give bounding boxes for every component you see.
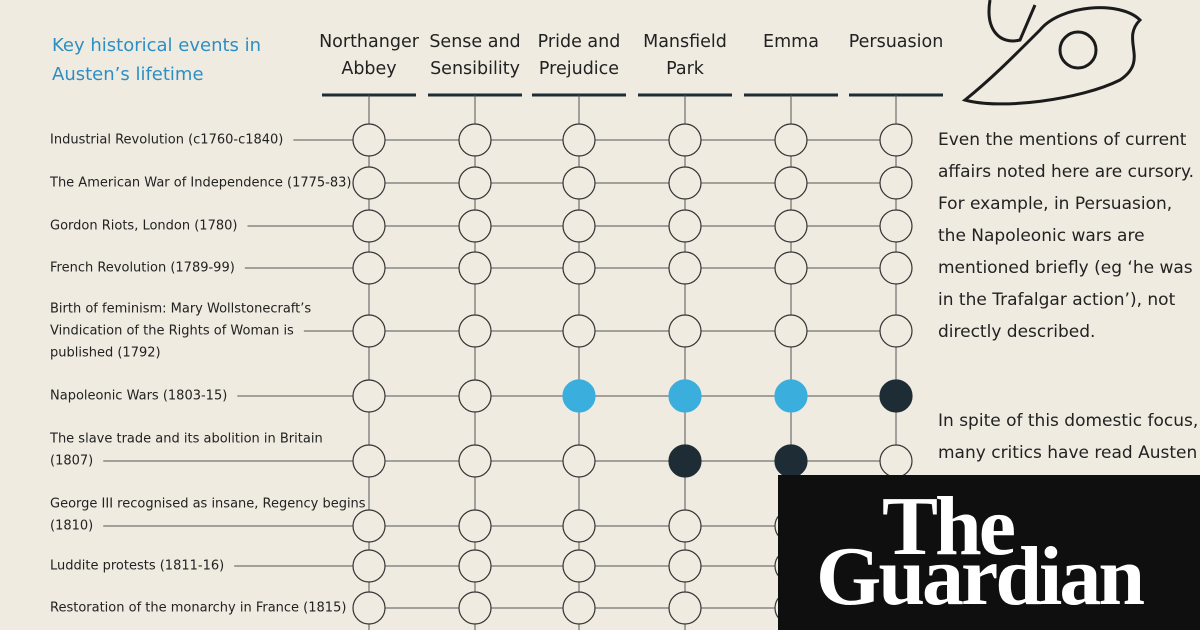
event-circle: [352, 591, 386, 625]
event-circle: [879, 209, 913, 243]
event-circle: [352, 166, 386, 200]
note-text: directly described.: [938, 322, 1095, 342]
event-label: (1810): [50, 519, 93, 534]
illustration: [961, 0, 1143, 106]
note-text: In spite of this domestic focus,: [938, 411, 1198, 431]
event-circle: [774, 444, 808, 478]
novel-title: Sense and: [429, 32, 520, 52]
event-circle: [668, 549, 702, 583]
event-circle: [352, 509, 386, 543]
event-circle: [458, 251, 492, 285]
event-circle: [458, 314, 492, 348]
novel-title: Northanger: [319, 32, 420, 52]
note-text: many critics have read Austen: [938, 443, 1197, 463]
event-circle: [774, 123, 808, 157]
event-circle: [352, 549, 386, 583]
event-label: Gordon Riots, London (1780): [50, 219, 237, 234]
note-text: mentioned briefly (eg ‘he was: [938, 258, 1193, 278]
logo-text: The: [882, 480, 1016, 573]
event-circle: [562, 251, 596, 285]
event-circle: [774, 251, 808, 285]
event-circle: [562, 509, 596, 543]
event-circle: [668, 314, 702, 348]
event-circle: [458, 509, 492, 543]
event-label: Napoleonic Wars (1803-15): [50, 389, 227, 404]
event-circle: [562, 314, 596, 348]
event-circle: [668, 166, 702, 200]
event-circle: [879, 314, 913, 348]
novel-title: Mansfield: [643, 32, 727, 52]
event-label: (1807): [50, 454, 93, 469]
event-label: George III recognised as insane, Regency…: [50, 497, 366, 512]
event-circle: [458, 549, 492, 583]
note-text: affairs noted here are cursory.: [938, 162, 1194, 182]
event-circle: [774, 209, 808, 243]
novel-title: Sensibility: [430, 59, 520, 79]
event-label: French Revolution (1789-99): [50, 261, 235, 276]
event-circle: [458, 123, 492, 157]
event-label: Luddite protests (1811-16): [50, 559, 224, 574]
note-text: For example, in Persuasion,: [938, 194, 1172, 214]
guardian-logo: The Guardian: [778, 475, 1200, 630]
event-circle: [458, 379, 492, 413]
logo-text: Guardian: [816, 530, 1145, 623]
heading: Austen’s lifetime: [52, 64, 204, 85]
novel-title: Emma: [763, 32, 819, 52]
event-circle: [458, 166, 492, 200]
note-text: in the Trafalgar action’), not: [938, 290, 1176, 310]
event-label: published (1792): [50, 346, 161, 361]
event-circle: [879, 123, 913, 157]
event-circle: [562, 209, 596, 243]
event-label: Industrial Revolution (c1760-c1840): [50, 133, 283, 148]
event-circle: [774, 314, 808, 348]
event-circle: [562, 444, 596, 478]
event-circle: [352, 251, 386, 285]
event-circle: [668, 251, 702, 285]
event-label: The slave trade and its abolition in Bri…: [49, 432, 323, 447]
event-circle: [352, 123, 386, 157]
event-circle: [668, 509, 702, 543]
event-circle: [352, 209, 386, 243]
event-circle: [458, 591, 492, 625]
note-text: the Napoleonic wars are: [938, 226, 1145, 246]
event-label: The American War of Independence (1775-8…: [49, 176, 351, 191]
event-circle: [562, 166, 596, 200]
note-text: Even the mentions of current: [938, 130, 1187, 150]
circles: [352, 123, 913, 625]
event-circle: [668, 444, 702, 478]
event-circle: [774, 379, 808, 413]
event-label: Restoration of the monarchy in France (1…: [50, 601, 346, 616]
event-circle: [352, 444, 386, 478]
novel-title: Prejudice: [539, 59, 619, 79]
event-circle: [879, 251, 913, 285]
event-circle: [668, 379, 702, 413]
novel-title: Pride and: [538, 32, 621, 52]
event-label: Vindication of the Rights of Woman is: [50, 324, 294, 339]
event-circle: [879, 444, 913, 478]
event-circle: [562, 123, 596, 157]
novel-title: Abbey: [341, 59, 396, 79]
event-circle: [879, 379, 913, 413]
novel-title: Persuasion: [849, 32, 944, 52]
event-circle: [879, 166, 913, 200]
event-label: Birth of feminism: Mary Wollstonecraft’s: [50, 302, 311, 317]
event-circle: [774, 166, 808, 200]
event-circle: [458, 444, 492, 478]
novel-title: Park: [666, 59, 705, 79]
event-circle: [562, 379, 596, 413]
event-circle: [562, 549, 596, 583]
event-circle: [352, 314, 386, 348]
event-circle: [458, 209, 492, 243]
event-circle: [668, 591, 702, 625]
event-circle: [668, 209, 702, 243]
event-circle: [668, 123, 702, 157]
event-circle: [352, 379, 386, 413]
heading: Key historical events in: [52, 35, 261, 56]
event-circle: [562, 591, 596, 625]
